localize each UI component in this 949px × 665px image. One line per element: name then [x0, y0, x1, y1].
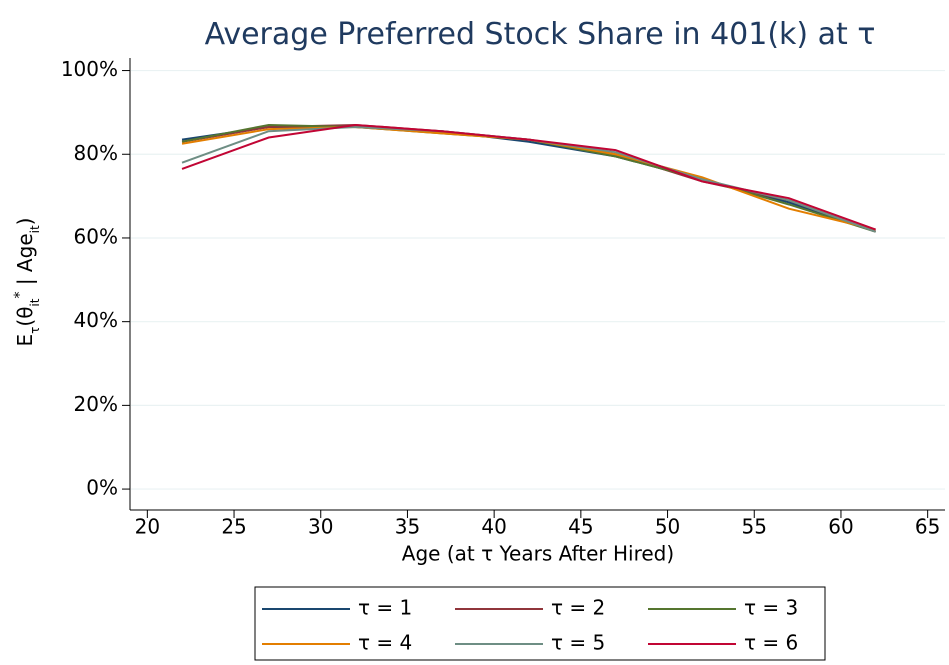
y-tick-label: 0%: [86, 476, 118, 500]
y-axis-label: Eτ(θit* | Ageit): [12, 218, 42, 347]
x-tick-label: 25: [221, 515, 246, 539]
x-tick-label: 45: [568, 515, 593, 539]
x-tick-label: 60: [828, 515, 853, 539]
y-tick-label: 80%: [74, 141, 118, 165]
x-tick-label: 55: [742, 515, 767, 539]
x-tick-label: 65: [915, 515, 940, 539]
series-line: [181, 126, 876, 233]
x-tick-label: 35: [395, 515, 420, 539]
chart-title: Average Preferred Stock Share in 401(k) …: [205, 17, 876, 52]
y-label-part: | Age: [13, 233, 37, 291]
series-line: [181, 123, 876, 231]
y-tick-label: 40%: [74, 308, 118, 332]
y-label-part: *: [12, 292, 28, 299]
x-axis-label: Age (at τ Years After Hired): [402, 542, 674, 566]
y-label-part: E: [13, 334, 37, 347]
legend-label: τ = 4: [358, 631, 412, 655]
y-tick-label: 20%: [74, 392, 118, 416]
x-tick-label: 30: [308, 515, 333, 539]
series-line: [181, 126, 876, 233]
legend-label: τ = 1: [358, 596, 412, 620]
legend-label: τ = 5: [551, 631, 605, 655]
legend-box: [254, 586, 826, 661]
y-label-part: (θ: [13, 307, 37, 327]
y-tick-label: 100%: [61, 57, 118, 81]
y-label-part: ): [13, 218, 37, 226]
legend-label: τ = 6: [744, 631, 798, 655]
x-tick-label: 50: [655, 515, 680, 539]
x-tick-label: 20: [135, 515, 160, 539]
y-label-part: τ: [28, 327, 42, 334]
y-tick-label: 60%: [74, 224, 118, 248]
x-tick-label: 40: [481, 515, 506, 539]
legend-label: τ = 2: [551, 596, 605, 620]
y-label-part: it: [28, 298, 42, 306]
y-label-part: it: [28, 225, 42, 233]
legend-label: τ = 3: [744, 596, 798, 620]
